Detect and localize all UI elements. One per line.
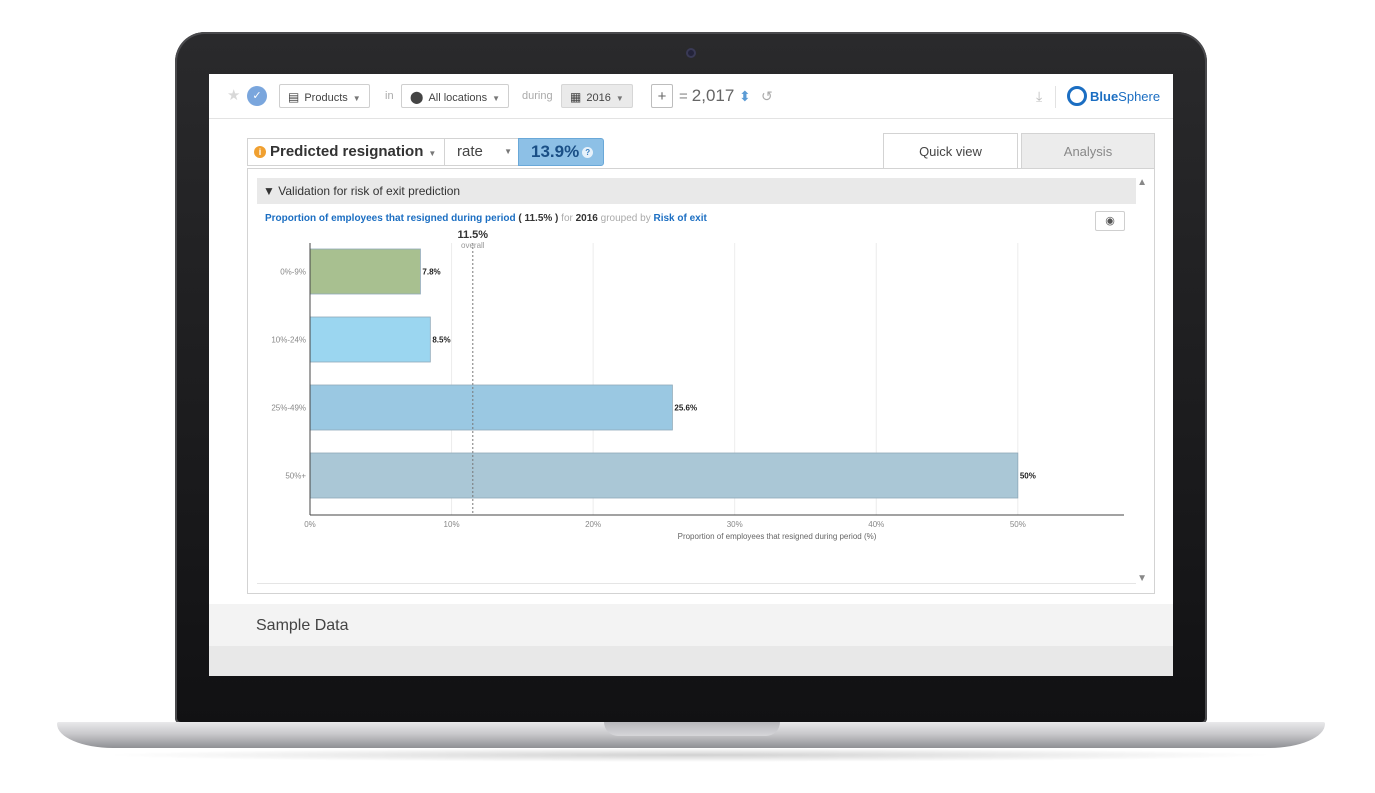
caption-overall: ( 11.5% ) bbox=[518, 213, 559, 224]
add-button[interactable]: + bbox=[651, 84, 673, 108]
total-value: 2,017 bbox=[691, 86, 735, 105]
sample-data-label: Sample Data bbox=[256, 617, 349, 634]
tab-analysis[interactable]: Analysis bbox=[1021, 133, 1155, 169]
equals-sign: = bbox=[679, 88, 688, 105]
data-label: 25.6% bbox=[674, 404, 697, 413]
footer-bar bbox=[209, 646, 1173, 676]
locations-label: All locations bbox=[428, 92, 488, 104]
caption-grouped-by: grouped by bbox=[600, 213, 651, 224]
y-tick-label: 50%+ bbox=[285, 472, 306, 481]
overall-reference-label: 11.5% bbox=[458, 229, 489, 241]
panel-divider bbox=[257, 583, 1136, 584]
laptop-shadow bbox=[100, 748, 1280, 762]
bar[interactable] bbox=[309, 248, 421, 295]
bar[interactable] bbox=[309, 452, 1019, 499]
caption-metric[interactable]: Proportion of employees that resigned du… bbox=[265, 213, 516, 224]
caption-overall-value: 11.5% bbox=[524, 213, 553, 224]
total-count: = 2,017 bbox=[679, 84, 734, 108]
logo-text-bold: Blue bbox=[1090, 89, 1119, 104]
data-label: 8.5% bbox=[432, 336, 450, 345]
caption-year: 2016 bbox=[575, 213, 598, 224]
measure-label: rate bbox=[457, 143, 483, 160]
chevron-down-icon: ▼ bbox=[352, 94, 361, 103]
x-tick-label: 40% bbox=[868, 520, 884, 529]
toolbar-divider bbox=[1055, 86, 1056, 108]
chevron-down-icon: ▼ bbox=[615, 94, 624, 103]
in-label: in bbox=[385, 90, 394, 102]
toolbar: ★ ✓ ▤ Products ▼ in ⬤ All locations ▼ during… bbox=[209, 74, 1173, 119]
check-icon[interactable]: ✓ bbox=[247, 86, 267, 106]
collapse-triangle-icon: ▼ bbox=[263, 184, 275, 198]
caption-for: for bbox=[561, 213, 573, 224]
bar[interactable] bbox=[309, 384, 673, 431]
chevron-down-icon: ▼ bbox=[504, 147, 512, 156]
scroll-down-icon[interactable]: ▼ bbox=[1137, 573, 1147, 584]
bluesphere-logo[interactable]: BlueSphere bbox=[1067, 85, 1160, 109]
eye-icon: ◉ bbox=[1105, 215, 1115, 227]
sample-data-bar: Sample Data bbox=[209, 604, 1173, 646]
x-tick-label: 50% bbox=[1010, 520, 1026, 529]
year-dropdown[interactable]: ▦ 2016 ▼ bbox=[561, 84, 633, 108]
lightbulb-icon: i bbox=[254, 146, 266, 158]
y-tick-label: 10%-24% bbox=[271, 336, 306, 345]
x-tick-label: 20% bbox=[585, 520, 601, 529]
bar-chart: 0% 10% 20% 30% 40% 50% 0%-9% 7.8% 10%-24% 8.5% 25%… bbox=[271, 229, 1124, 541]
year-label: 2016 bbox=[586, 92, 611, 104]
metric-name: Predicted resignation bbox=[270, 143, 424, 160]
building-icon: ▤ bbox=[288, 90, 300, 104]
calendar-icon: ▦ bbox=[570, 90, 582, 104]
x-tick-label: 30% bbox=[727, 520, 743, 529]
content-panel: ▼ Validation for risk of exit prediction… bbox=[247, 168, 1155, 594]
section-header[interactable]: ▼ Validation for risk of exit prediction bbox=[257, 178, 1136, 204]
undo-icon[interactable]: ↺ bbox=[761, 88, 773, 104]
x-tick-label: 10% bbox=[444, 520, 460, 529]
x-axis-title: Proportion of employees that resigned du… bbox=[678, 532, 877, 541]
logo-text: Sphere bbox=[1118, 89, 1161, 104]
data-label: 7.8% bbox=[422, 268, 440, 277]
location-pin-icon: ⬤ bbox=[410, 90, 424, 104]
data-label: 50% bbox=[1020, 472, 1036, 481]
tab-quick-view[interactable]: Quick view bbox=[883, 133, 1018, 169]
section-title: Validation for risk of exit prediction bbox=[278, 184, 461, 198]
logo-ring-icon bbox=[1067, 86, 1087, 106]
overall-reference-sublabel: overall bbox=[461, 241, 485, 250]
chevron-down-icon: ▼ bbox=[492, 94, 501, 103]
laptop-notch bbox=[604, 722, 780, 736]
y-tick-label: 0%-9% bbox=[280, 268, 306, 277]
metric-value-badge: 13.9%? bbox=[518, 138, 604, 166]
y-tick-label: 25%-49% bbox=[271, 404, 306, 413]
scroll-up-icon[interactable]: ▲ bbox=[1137, 177, 1147, 188]
bar[interactable] bbox=[309, 316, 431, 363]
locations-dropdown[interactable]: ⬤ All locations ▼ bbox=[401, 84, 510, 108]
camera-icon bbox=[686, 48, 696, 58]
person-icon[interactable]: ⬍ bbox=[739, 88, 751, 104]
metric-value: 13.9% bbox=[531, 142, 580, 161]
products-label: Products bbox=[304, 92, 348, 104]
help-icon[interactable]: ? bbox=[582, 147, 594, 158]
during-label: during bbox=[522, 90, 553, 102]
caption-group[interactable]: Risk of exit bbox=[653, 213, 707, 224]
metric-dropdown[interactable]: i Predicted resignation ▼ bbox=[247, 138, 445, 166]
eye-button[interactable]: ◉ bbox=[1095, 211, 1125, 231]
app-screen: ★ ✓ ▤ Products ▼ in ⬤ All locations ▼ during… bbox=[209, 74, 1173, 676]
download-icon[interactable]: ⤓ bbox=[1036, 88, 1043, 104]
products-dropdown[interactable]: ▤ Products ▼ bbox=[279, 84, 370, 108]
measure-dropdown[interactable]: rate ▼ bbox=[445, 138, 519, 166]
chart-caption: Proportion of employees that resigned du… bbox=[265, 213, 707, 224]
chevron-down-icon: ▼ bbox=[428, 149, 437, 158]
x-tick-label: 0% bbox=[304, 520, 316, 529]
star-icon[interactable]: ★ bbox=[227, 87, 241, 104]
